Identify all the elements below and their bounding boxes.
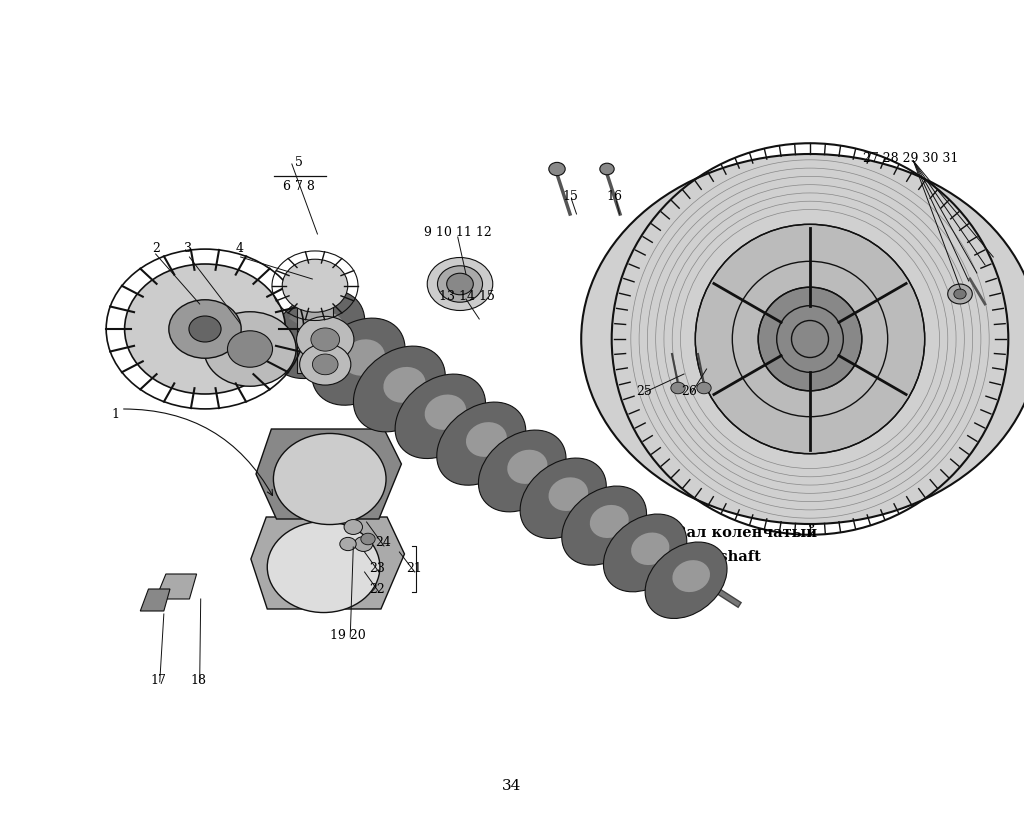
Circle shape bbox=[283, 260, 348, 313]
Text: 17: 17 bbox=[151, 674, 167, 686]
Text: Рис. 7.  Вал коленчатый: Рис. 7. Вал коленчатый bbox=[608, 525, 817, 539]
Circle shape bbox=[297, 317, 354, 363]
Ellipse shape bbox=[342, 340, 385, 376]
Text: 25: 25 bbox=[636, 385, 652, 398]
Polygon shape bbox=[251, 518, 404, 609]
Text: 22: 22 bbox=[369, 583, 385, 595]
Ellipse shape bbox=[395, 375, 485, 459]
Ellipse shape bbox=[478, 431, 566, 512]
Circle shape bbox=[267, 522, 380, 613]
Circle shape bbox=[227, 332, 272, 368]
Ellipse shape bbox=[383, 367, 426, 404]
Circle shape bbox=[437, 266, 482, 303]
Circle shape bbox=[312, 355, 338, 375]
Ellipse shape bbox=[645, 543, 727, 619]
Circle shape bbox=[671, 383, 685, 394]
Polygon shape bbox=[256, 429, 401, 519]
Ellipse shape bbox=[673, 561, 710, 592]
Text: 9 10 11 12: 9 10 11 12 bbox=[424, 225, 492, 238]
Ellipse shape bbox=[603, 514, 687, 592]
Ellipse shape bbox=[562, 486, 646, 566]
Polygon shape bbox=[297, 282, 334, 373]
Circle shape bbox=[427, 258, 493, 311]
Polygon shape bbox=[156, 574, 197, 600]
Circle shape bbox=[300, 344, 351, 385]
Circle shape bbox=[311, 328, 340, 351]
Text: 13 14 15: 13 14 15 bbox=[439, 289, 495, 302]
Ellipse shape bbox=[425, 395, 466, 430]
Circle shape bbox=[188, 317, 221, 342]
Ellipse shape bbox=[631, 533, 670, 566]
Text: 21: 21 bbox=[406, 562, 422, 575]
Circle shape bbox=[954, 289, 967, 299]
Circle shape bbox=[354, 537, 373, 552]
Text: 23: 23 bbox=[369, 562, 385, 575]
Text: 16: 16 bbox=[606, 189, 623, 203]
Circle shape bbox=[549, 163, 565, 176]
Text: 4: 4 bbox=[236, 241, 244, 254]
Circle shape bbox=[204, 313, 296, 387]
Polygon shape bbox=[140, 590, 170, 611]
Ellipse shape bbox=[549, 478, 588, 511]
Ellipse shape bbox=[590, 505, 629, 538]
Text: Fig. 7.  Crankshaft: Fig. 7. Crankshaft bbox=[608, 549, 761, 563]
Ellipse shape bbox=[270, 291, 365, 379]
Circle shape bbox=[169, 300, 242, 359]
Circle shape bbox=[600, 164, 614, 175]
Ellipse shape bbox=[466, 423, 507, 457]
Text: 34: 34 bbox=[503, 778, 521, 792]
Ellipse shape bbox=[268, 476, 385, 509]
Ellipse shape bbox=[301, 313, 344, 349]
Circle shape bbox=[582, 155, 1024, 524]
Text: 5: 5 bbox=[295, 155, 303, 169]
Text: 27 28 29 30 31: 27 28 29 30 31 bbox=[862, 151, 958, 165]
Text: 6 7 8: 6 7 8 bbox=[283, 179, 315, 192]
Text: 26: 26 bbox=[681, 385, 697, 398]
Circle shape bbox=[948, 284, 973, 304]
Text: 3: 3 bbox=[184, 241, 193, 254]
Ellipse shape bbox=[520, 458, 606, 539]
Circle shape bbox=[125, 265, 286, 394]
Ellipse shape bbox=[507, 450, 548, 485]
Circle shape bbox=[696, 383, 711, 394]
Text: 19 20: 19 20 bbox=[331, 629, 366, 642]
Circle shape bbox=[446, 274, 473, 295]
Text: 18: 18 bbox=[190, 674, 207, 686]
Circle shape bbox=[340, 538, 356, 551]
Circle shape bbox=[273, 434, 386, 525]
Text: 24: 24 bbox=[375, 536, 391, 549]
Circle shape bbox=[360, 533, 375, 545]
Text: 1: 1 bbox=[112, 408, 120, 421]
Ellipse shape bbox=[695, 225, 925, 454]
Text: 15: 15 bbox=[562, 189, 579, 203]
Ellipse shape bbox=[311, 318, 406, 406]
Ellipse shape bbox=[353, 347, 445, 433]
Ellipse shape bbox=[758, 288, 862, 391]
Text: 2: 2 bbox=[152, 241, 160, 254]
Ellipse shape bbox=[437, 403, 525, 485]
Circle shape bbox=[344, 520, 362, 535]
